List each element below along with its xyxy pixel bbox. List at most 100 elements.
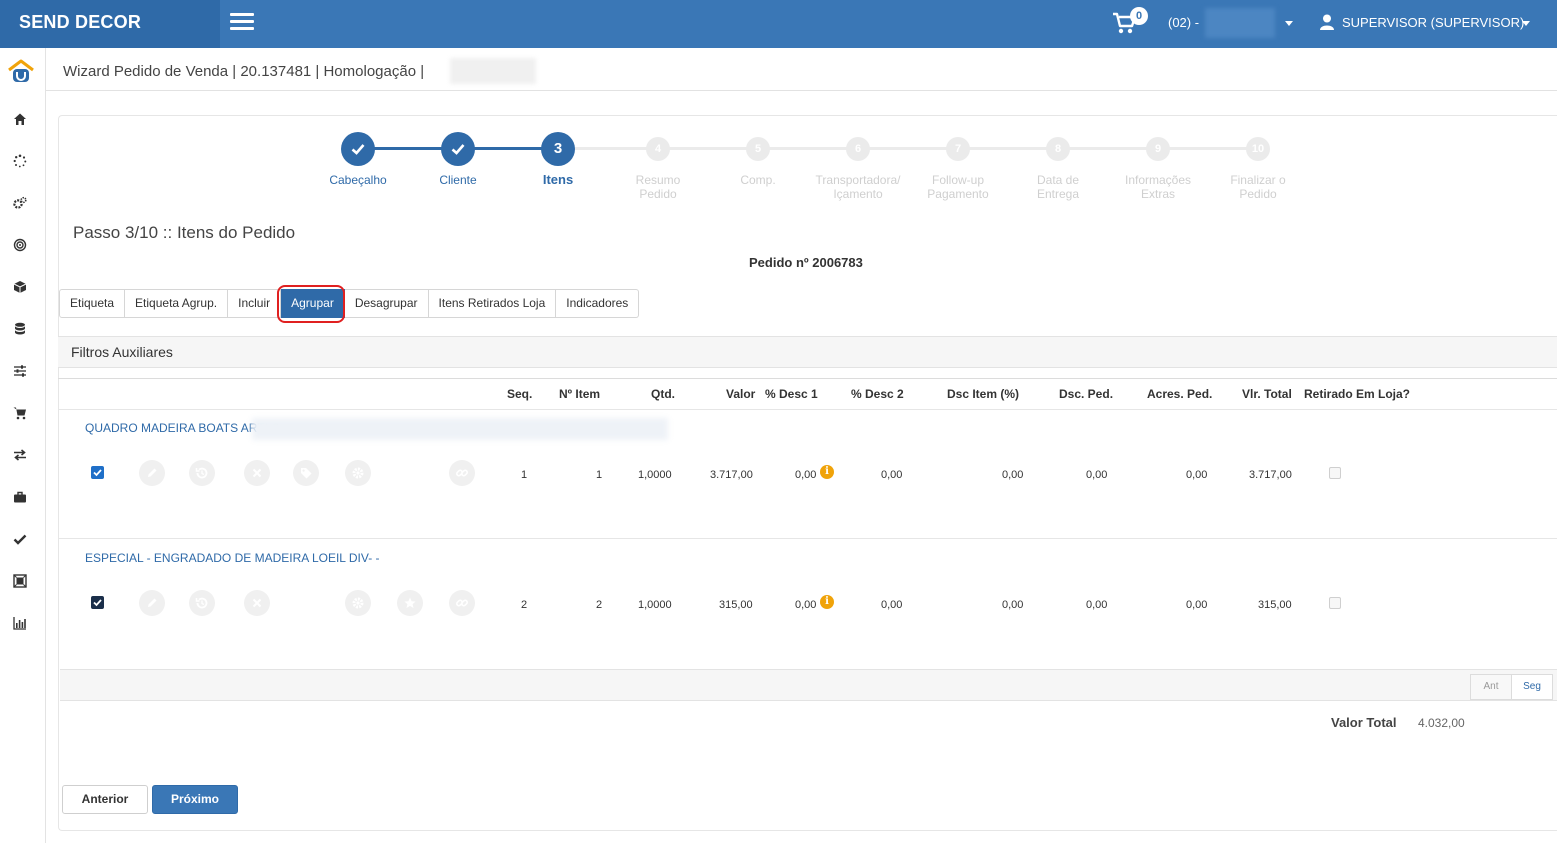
row-item: 2 [596,599,603,611]
link-icon[interactable] [449,590,475,616]
tab-etiqueta[interactable]: Etiqueta [59,289,126,318]
pager-next-button[interactable]: Seg [1511,674,1553,700]
total-value: 4.032,00 [1418,716,1465,730]
retirado-em-loja-checkbox[interactable] [1329,597,1341,609]
step-5-circle[interactable]: 5 [746,137,770,161]
step-7-circle[interactable]: 7 [946,137,970,161]
row-acres-ped: 0,00 [1186,469,1208,481]
sliders-icon[interactable] [11,362,29,380]
remove-icon[interactable] [244,460,270,486]
row-dsc-ped: 0,00 [1086,469,1108,481]
title-redacted [450,58,536,84]
step-6-circle[interactable]: 6 [846,137,870,161]
col-dsc-item: Dsc Item (%) [947,387,1020,401]
step-1-circle[interactable] [341,132,375,166]
top-bar: SEND DECOR 0 (02) - SUPERVISOR (SUPERVIS… [0,0,1557,48]
row-desc1: 0,00 [795,599,817,611]
shopping-cart-icon[interactable] [11,404,29,422]
store-caret-icon[interactable] [1285,21,1293,26]
tag-icon[interactable] [293,460,319,486]
info-icon[interactable]: i [820,465,834,479]
step-5-label: Comp. [740,173,776,187]
user-caret-icon[interactable] [1522,21,1530,26]
col-qtd: Qtd. [651,387,675,401]
store-selector[interactable]: (02) - [1168,15,1200,30]
step-4-label: Resumo Pedido [635,173,681,201]
step-4-circle[interactable]: 4 [646,137,670,161]
row-select-checkbox[interactable] [91,466,104,479]
check-icon[interactable] [11,530,29,548]
header-divider [46,90,1557,91]
star-icon[interactable] [397,590,423,616]
retirado-em-loja-checkbox[interactable] [1329,467,1341,479]
step-3-circle[interactable]: 3 [541,132,575,166]
edit-pencil-icon[interactable] [139,460,165,486]
checkbox-check-icon [93,469,102,477]
row-qtd: 1,0000 [638,599,672,611]
items-table-footer [60,669,1557,701]
col-dsc-ped: Dsc. Ped. [1059,387,1114,401]
tab-indicadores[interactable]: Indicadores [556,289,640,318]
previous-button[interactable]: Anterior [62,785,148,814]
home-icon[interactable] [11,110,29,128]
step-2-circle[interactable] [441,132,475,166]
row-desc2: 0,00 [881,469,903,481]
step-8-circle[interactable]: 8 [1046,137,1070,161]
edit-pencil-icon[interactable] [139,590,165,616]
brand-logo[interactable]: SEND DECOR [0,0,220,48]
step-2-label[interactable]: Cliente [439,173,477,187]
auxiliary-filters-toggle[interactable]: Filtros Auxiliares [58,336,1557,368]
exchange-icon[interactable] [11,446,29,464]
step-9-circle[interactable]: 9 [1146,137,1170,161]
history-icon[interactable] [189,590,215,616]
settings-gear-icon[interactable] [345,590,371,616]
tab-agrupar[interactable]: Agrupar [281,289,345,318]
database-icon[interactable] [11,320,29,338]
order-number: Pedido nº 2006783 [749,255,863,270]
step-7-label: Follow-up Pagamento [927,173,989,201]
settings-gear-icon[interactable] [345,460,371,486]
product-name-link[interactable]: QUADRO MADEIRA BOATS ARTI-S [85,421,280,435]
step-1-label[interactable]: Cabeçalho [329,173,387,187]
step-10-circle[interactable]: 10 [1246,137,1270,161]
user-menu[interactable]: SUPERVISOR (SUPERVISOR) [1342,15,1525,30]
row-dsc-ped: 0,00 [1086,599,1108,611]
app-logo-icon[interactable] [7,58,35,86]
product-name-link[interactable]: ESPECIAL - ENGRADADO DE MADEIRA LOEIL DI… [85,551,380,565]
target-icon[interactable] [11,236,29,254]
col-seq: Seq. [507,387,533,401]
tab-itens-retirados-loja[interactable]: Itens Retirados Loja [428,289,557,318]
step-1-check-icon [351,144,365,155]
col-item: Nº Item [559,387,601,401]
items-table-header [58,378,1557,410]
history-icon[interactable] [189,460,215,486]
row-desc1: 0,00 [795,469,817,481]
row-seq: 1 [521,469,528,481]
loading-icon[interactable] [11,152,29,170]
row-select-checkbox[interactable] [91,596,104,609]
row-seq: 2 [521,599,528,611]
gears-icon[interactable] [11,194,29,212]
row-vlr-total: 3.717,00 [1249,469,1292,481]
info-icon[interactable]: i [820,595,834,609]
col-desc1: % Desc 1 [765,387,818,401]
step-3-label[interactable]: Itens [542,172,574,187]
link-icon[interactable] [449,460,475,486]
briefcase-icon[interactable] [11,488,29,506]
image-frame-icon[interactable] [11,572,29,590]
remove-icon[interactable] [244,590,270,616]
cart-count-badge: 0 [1130,7,1148,25]
step-9-label: Informações Extras [1124,173,1192,201]
row-valor: 315,00 [719,599,753,611]
pager-prev-button[interactable]: Ant [1470,674,1512,700]
bar-chart-icon[interactable] [11,614,29,632]
steps-remaining-line [558,147,1258,150]
row-acres-ped: 0,00 [1186,599,1208,611]
next-button[interactable]: Próximo [152,785,238,814]
cube-icon[interactable] [11,278,29,296]
menu-toggle-icon[interactable] [230,13,254,31]
tab-incluir[interactable]: Incluir [228,289,282,318]
tab-etiqueta-agrup[interactable]: Etiqueta Agrup. [125,289,229,318]
col-valor: Valor [726,387,756,401]
tab-desagrupar[interactable]: Desagrupar [344,289,429,318]
